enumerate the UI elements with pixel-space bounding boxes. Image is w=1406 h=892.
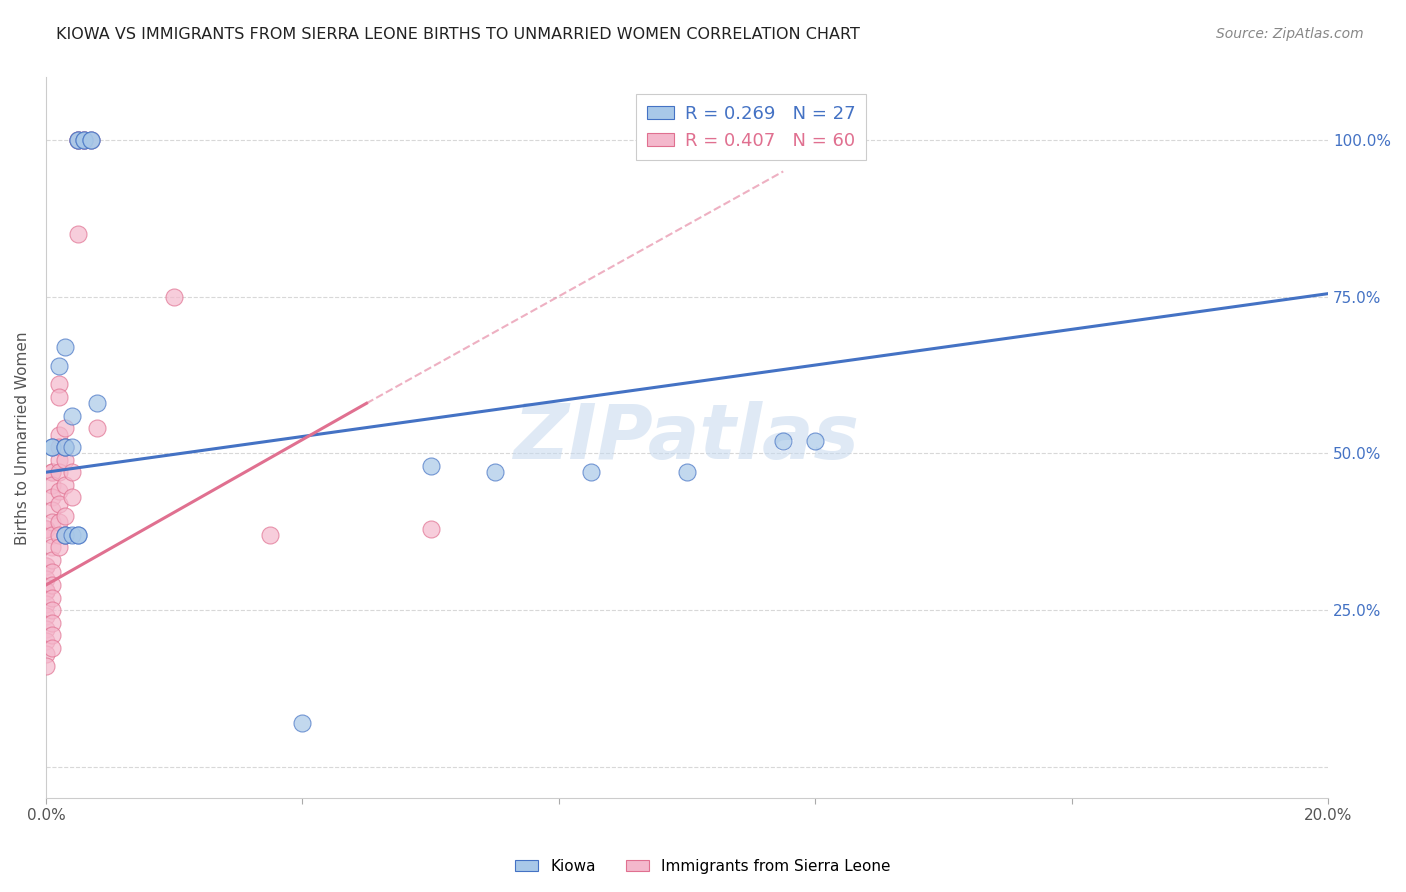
Point	[48, 359, 70, 373]
Point	[53, 528, 76, 542]
Point	[484, 465, 506, 479]
Legend: R = 0.269   N = 27, R = 0.407   N = 60: R = 0.269 N = 27, R = 0.407 N = 60	[636, 94, 866, 161]
Point	[66, 133, 89, 147]
Point	[259, 528, 281, 542]
Point	[35, 584, 58, 599]
Point	[35, 572, 58, 586]
Point	[35, 559, 58, 574]
Point	[41, 603, 63, 617]
Point	[41, 516, 63, 530]
Point	[53, 528, 76, 542]
Point	[60, 409, 83, 423]
Point	[35, 609, 58, 624]
Point	[53, 440, 76, 454]
Text: KIOWA VS IMMIGRANTS FROM SIERRA LEONE BIRTHS TO UNMARRIED WOMEN CORRELATION CHAR: KIOWA VS IMMIGRANTS FROM SIERRA LEONE BI…	[56, 27, 860, 42]
Point	[41, 591, 63, 605]
Point	[41, 440, 63, 454]
Point	[35, 647, 58, 661]
Point	[419, 522, 441, 536]
Point	[291, 715, 314, 730]
Point	[66, 133, 89, 147]
Point	[41, 503, 63, 517]
Point	[41, 553, 63, 567]
Point	[35, 522, 58, 536]
Point	[35, 622, 58, 636]
Point	[53, 340, 76, 354]
Point	[35, 597, 58, 611]
Point	[676, 465, 699, 479]
Y-axis label: Births to Unmarried Women: Births to Unmarried Women	[15, 331, 30, 544]
Point	[48, 452, 70, 467]
Point	[41, 628, 63, 642]
Point	[80, 133, 103, 147]
Point	[48, 440, 70, 454]
Point	[48, 390, 70, 404]
Point	[66, 133, 89, 147]
Point	[41, 578, 63, 592]
Point	[35, 659, 58, 673]
Point	[53, 477, 76, 491]
Point	[73, 133, 96, 147]
Point	[804, 434, 827, 448]
Point	[772, 434, 794, 448]
Point	[48, 516, 70, 530]
Point	[53, 452, 76, 467]
Point	[48, 427, 70, 442]
Point	[60, 528, 83, 542]
Point	[579, 465, 602, 479]
Point	[86, 421, 108, 435]
Point	[53, 440, 76, 454]
Text: Source: ZipAtlas.com: Source: ZipAtlas.com	[1216, 27, 1364, 41]
Point	[66, 227, 89, 241]
Point	[73, 133, 96, 147]
Point	[53, 528, 76, 542]
Point	[41, 528, 63, 542]
Point	[35, 522, 58, 536]
Point	[86, 396, 108, 410]
Point	[35, 522, 58, 536]
Point	[48, 483, 70, 498]
Point	[53, 440, 76, 454]
Point	[41, 477, 63, 491]
Point	[48, 497, 70, 511]
Text: ZIPatlas: ZIPatlas	[515, 401, 860, 475]
Point	[60, 440, 83, 454]
Point	[41, 465, 63, 479]
Legend: Kiowa, Immigrants from Sierra Leone: Kiowa, Immigrants from Sierra Leone	[509, 853, 897, 880]
Point	[48, 528, 70, 542]
Point	[80, 133, 103, 147]
Point	[35, 559, 58, 574]
Point	[35, 634, 58, 648]
Point	[48, 377, 70, 392]
Point	[35, 584, 58, 599]
Point	[41, 640, 63, 655]
Point	[60, 490, 83, 504]
Point	[41, 541, 63, 555]
Point	[41, 440, 63, 454]
Point	[419, 458, 441, 473]
Point	[41, 490, 63, 504]
Point	[48, 465, 70, 479]
Point	[41, 615, 63, 630]
Point	[41, 566, 63, 580]
Point	[53, 509, 76, 524]
Point	[66, 133, 89, 147]
Point	[80, 133, 103, 147]
Point	[60, 465, 83, 479]
Point	[73, 133, 96, 147]
Point	[35, 584, 58, 599]
Point	[48, 541, 70, 555]
Point	[73, 133, 96, 147]
Point	[163, 290, 186, 304]
Point	[41, 465, 63, 479]
Point	[53, 421, 76, 435]
Point	[66, 528, 89, 542]
Point	[66, 528, 89, 542]
